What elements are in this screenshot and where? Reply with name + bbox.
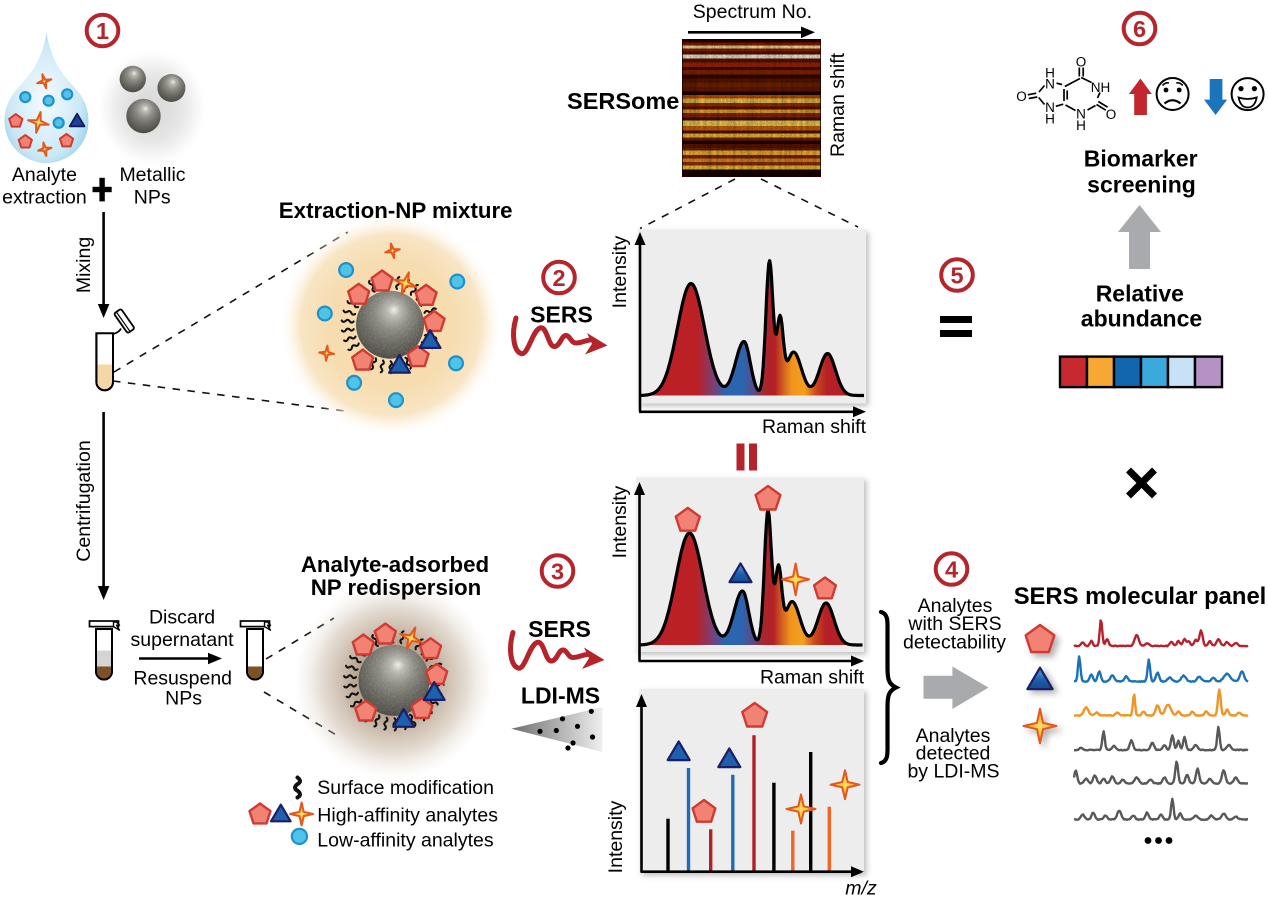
- svg-text:N: N: [1045, 100, 1055, 115]
- svg-text:NH: NH: [1091, 80, 1111, 95]
- svg-text:Discard: Discard: [149, 607, 215, 629]
- svg-text:SERS: SERS: [530, 302, 593, 328]
- svg-text:Centrifugation: Centrifugation: [73, 440, 95, 561]
- svg-text:Intensity: Intensity: [609, 235, 631, 308]
- svg-text:Intensity: Intensity: [605, 800, 627, 873]
- svg-text:O: O: [1016, 89, 1027, 104]
- svg-text:H: H: [1076, 118, 1086, 133]
- svg-text:N: N: [1045, 77, 1055, 92]
- svg-text:6: 6: [1133, 16, 1146, 42]
- svg-text:Mixing: Mixing: [73, 237, 95, 293]
- svg-text:screening: screening: [1087, 172, 1196, 198]
- svg-text:detected: detected: [916, 743, 991, 765]
- svg-text:Raman shift: Raman shift: [762, 416, 867, 438]
- svg-text:extraction: extraction: [2, 186, 87, 208]
- svg-text:H: H: [1045, 112, 1055, 127]
- svg-text:O: O: [1076, 55, 1087, 70]
- svg-text:Raman shift: Raman shift: [827, 52, 849, 157]
- svg-text:m/z: m/z: [845, 878, 877, 900]
- svg-text:NP redispersion: NP redispersion: [311, 575, 482, 600]
- svg-text:1: 1: [96, 18, 109, 44]
- svg-text:SERS molecular panel: SERS molecular panel: [1014, 583, 1267, 610]
- svg-text:Analytes: Analytes: [916, 725, 991, 747]
- svg-text:Analyte: Analyte: [12, 164, 77, 186]
- svg-text:Low-affinity analytes: Low-affinity analytes: [317, 830, 494, 852]
- svg-text:SERS: SERS: [528, 616, 591, 642]
- svg-text:Analyte-adsorbed: Analyte-adsorbed: [301, 552, 489, 577]
- svg-text:3: 3: [551, 558, 564, 584]
- svg-text:LDI-MS: LDI-MS: [521, 683, 600, 709]
- svg-text:Relative: Relative: [1096, 280, 1184, 306]
- svg-text:NPs: NPs: [134, 186, 171, 208]
- svg-text:Surface modification: Surface modification: [317, 777, 494, 799]
- svg-text:H: H: [1045, 66, 1055, 81]
- svg-text:NPs: NPs: [165, 688, 202, 710]
- svg-text:Biomarker: Biomarker: [1084, 146, 1198, 172]
- svg-text:Analytes: Analytes: [918, 595, 993, 617]
- svg-text:Spectrum No.: Spectrum No.: [693, 1, 812, 23]
- svg-text:5: 5: [950, 262, 963, 288]
- svg-text:N: N: [1076, 107, 1086, 122]
- svg-text:4: 4: [945, 556, 958, 582]
- svg-text:by LDI-MS: by LDI-MS: [907, 761, 999, 783]
- svg-text:High-affinity analytes: High-affinity analytes: [317, 805, 498, 827]
- svg-text:supernatant: supernatant: [131, 629, 235, 651]
- svg-text:Extraction-NP mixture: Extraction-NP mixture: [279, 198, 513, 223]
- svg-text:with SERS: with SERS: [907, 613, 1001, 635]
- svg-text:abundance: abundance: [1081, 305, 1202, 331]
- svg-text:Resuspend: Resuspend: [133, 668, 232, 690]
- svg-text:Metallic: Metallic: [119, 164, 185, 186]
- svg-text:Intensity: Intensity: [609, 485, 631, 558]
- svg-text:SERSome: SERSome: [567, 88, 679, 114]
- svg-text:Raman shift: Raman shift: [760, 667, 865, 689]
- svg-text:2: 2: [552, 265, 565, 291]
- svg-text:O: O: [1106, 107, 1117, 122]
- svg-text:detectability: detectability: [903, 632, 1006, 654]
